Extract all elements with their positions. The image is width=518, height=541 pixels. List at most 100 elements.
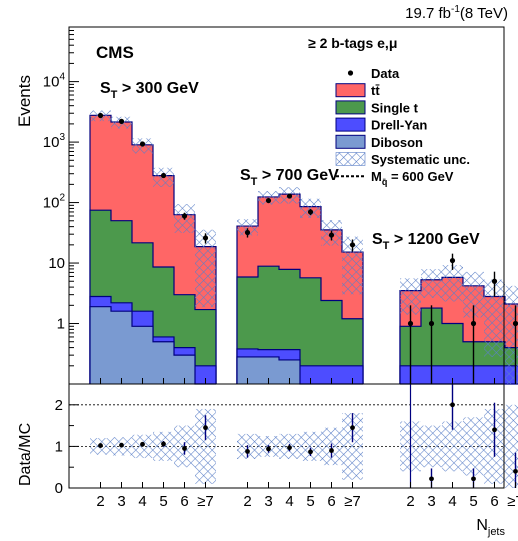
diboson-bar — [258, 356, 279, 384]
ratio-frame — [68, 383, 505, 489]
ratio-point — [140, 441, 145, 447]
y-tick-label: 1 — [57, 316, 65, 333]
data-point — [286, 193, 293, 199]
legend-label: Systematic unc. — [371, 152, 470, 167]
ratio-syst-band — [442, 421, 463, 472]
legend-data-marker — [347, 70, 354, 76]
legend-label: Drell-Yan — [371, 118, 427, 133]
legend-single_t-swatch — [335, 100, 366, 115]
syst-band — [258, 191, 279, 205]
ratio-point — [329, 448, 334, 453]
x-axis-title: Njets — [476, 517, 505, 538]
legend-label: Data — [371, 66, 400, 81]
diboson-bar — [279, 359, 300, 384]
drell_yan-bar — [195, 365, 216, 384]
ratio-point — [203, 425, 208, 431]
data-point — [512, 320, 518, 327]
syst-band — [237, 219, 258, 236]
data-point — [449, 257, 456, 264]
x-tick-label: ≥7 — [197, 493, 214, 510]
ratio-plot: 0 1 2 — [55, 384, 518, 497]
ratio-syst-band — [342, 413, 363, 480]
x-tick-label: ≥7 — [344, 493, 361, 510]
data-point — [202, 235, 209, 241]
syst-band — [400, 278, 421, 315]
legend-label: Diboson — [371, 135, 423, 150]
ratio-syst-band — [463, 417, 484, 476]
x-tick-label: ≥7 — [507, 493, 518, 510]
ratio-point — [245, 448, 250, 454]
diboson-bar — [111, 311, 132, 384]
x-tick-label: 4 — [138, 493, 146, 510]
ratio-y-tick-label: 2 — [55, 397, 63, 414]
drell_yan-outline — [399, 365, 518, 384]
y-tick-label: 10 — [48, 255, 65, 272]
y-tick-label: 103 — [43, 132, 66, 151]
ratio-point — [350, 425, 355, 431]
x-tick-label: 2 — [406, 493, 414, 510]
ratio-point — [287, 445, 292, 451]
x-tick-label: 6 — [327, 493, 335, 510]
legend-syst-swatch — [335, 152, 366, 166]
diboson-bar — [90, 306, 111, 384]
diboson-bar — [132, 326, 153, 384]
selection-label: ≥ 2 b-tags e,μ — [308, 35, 397, 51]
x-tick-label: 2 — [96, 493, 104, 510]
diboson-bar — [237, 356, 258, 384]
region-labels: ST > 300 GeV ST > 700 GeV ST > 1200 GeV — [100, 80, 480, 252]
legend-label: Single t — [371, 100, 419, 115]
diboson-outline — [89, 306, 216, 385]
x-tick-label: 3 — [427, 493, 435, 510]
data-point — [97, 112, 104, 119]
legend: Data tt̄ Single t Drell-Yan Diboson Systemati… — [335, 66, 470, 187]
data-point — [139, 141, 146, 147]
experiment-label: CMS — [96, 43, 134, 62]
drell_yan-bar — [342, 365, 363, 384]
drell_yan-bar — [442, 365, 463, 384]
ratio-y-tick-label: 1 — [55, 438, 63, 455]
x-tick-label: 4 — [285, 493, 293, 510]
syst-band — [195, 229, 216, 308]
ratio-axis-title: Data/MC — [17, 423, 34, 486]
data-point — [470, 320, 477, 327]
x-tick-label: 5 — [159, 493, 167, 510]
ratio-syst-band — [300, 431, 321, 461]
single_t-bar — [300, 277, 321, 384]
region-label: ST > 1200 GeV — [372, 231, 480, 252]
x-tick-label: 6 — [490, 493, 498, 510]
ratio-point — [266, 446, 271, 452]
single_t-outline — [236, 265, 364, 384]
y-tick-label: 102 — [43, 193, 66, 212]
legend-label: Mq̄ = 600 GeV — [371, 169, 454, 187]
x-tick-label: 3 — [117, 493, 125, 510]
syst-band — [421, 269, 442, 298]
syst-band — [442, 265, 463, 302]
ratio-syst-band — [421, 425, 442, 468]
data-point — [428, 320, 435, 327]
ratio-point — [182, 446, 187, 451]
syst-band — [300, 198, 321, 218]
ratio-point — [98, 443, 103, 448]
x-tick-label: 2 — [243, 493, 251, 510]
data-point — [349, 242, 356, 248]
legend-drell_yan-swatch — [335, 117, 366, 132]
data-point — [328, 232, 335, 238]
ratio-point — [308, 449, 313, 455]
data-point — [181, 213, 188, 219]
diboson-bar — [174, 355, 195, 384]
data-point — [307, 209, 314, 215]
ratio-y-tick-label: 0 — [55, 480, 63, 497]
data-point — [118, 118, 125, 124]
ratio-point — [513, 468, 518, 474]
ratio-syst-band — [195, 408, 216, 484]
syst-band — [342, 236, 363, 295]
data-point — [244, 229, 251, 236]
syst-band — [484, 279, 505, 357]
ratio-syst-band — [505, 404, 518, 488]
data-point — [407, 320, 414, 327]
x-tick-label: 5 — [469, 493, 477, 510]
drell_yan-outline — [236, 348, 364, 384]
x-tick-label: 4 — [448, 493, 456, 510]
x-tick-label: 3 — [264, 493, 272, 510]
ratio-point — [119, 442, 124, 448]
